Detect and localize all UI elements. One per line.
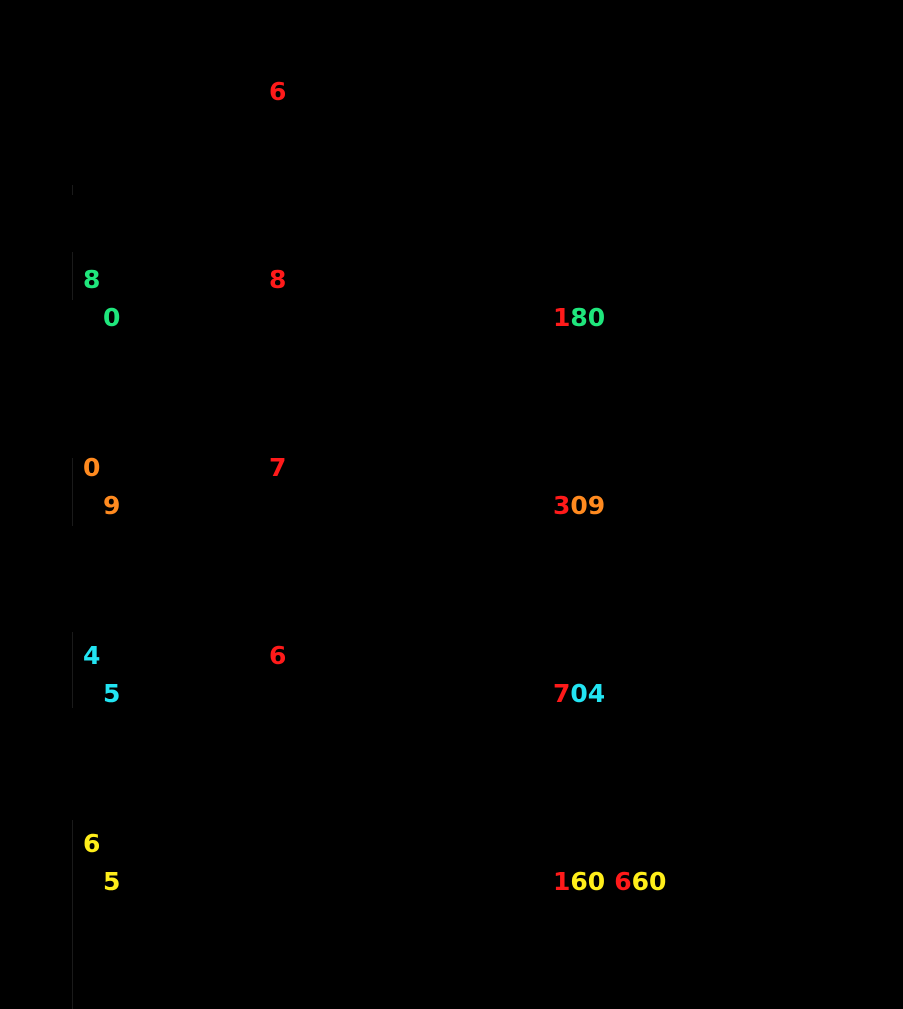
row-b: 6 [269,641,287,670]
row-a: 8 [83,265,101,294]
row-a: 0 [83,453,101,482]
row-c: 5 [103,867,121,896]
row-c: 0 [103,303,121,332]
divider [72,458,73,526]
row-c: 5 [103,679,121,708]
digit-part: 7 [553,679,571,708]
digit-part: 60 [570,867,606,896]
row-a: 4 [83,641,101,670]
divider [72,820,73,1009]
digit-part: 3 [553,491,571,520]
digit-part: 6 [614,867,632,896]
row-b: 7 [269,453,287,482]
row-d: 704 [553,679,614,709]
row-a: 6 [83,829,101,858]
row-d: 180 [553,303,614,333]
number-group: 309 [553,491,605,521]
row-d: 309 [553,491,614,521]
header-digit: 6 [269,77,287,106]
digit-part: 80 [570,303,606,332]
digit-part: 1 [553,303,571,332]
row-d: 160 660 [553,867,675,897]
divider [72,632,73,708]
number-group: 704 [553,679,605,709]
number-group: 180 [553,303,605,333]
divider [72,185,73,195]
divider [72,252,73,300]
digit-part: 1 [553,867,571,896]
digit-part: 04 [570,679,606,708]
digit-part: 60 [631,867,667,896]
number-group: 660 [614,867,666,897]
row-c: 9 [103,491,121,520]
row-b: 8 [269,265,287,294]
digit-part: 09 [570,491,606,520]
number-group: 160 [553,867,605,897]
